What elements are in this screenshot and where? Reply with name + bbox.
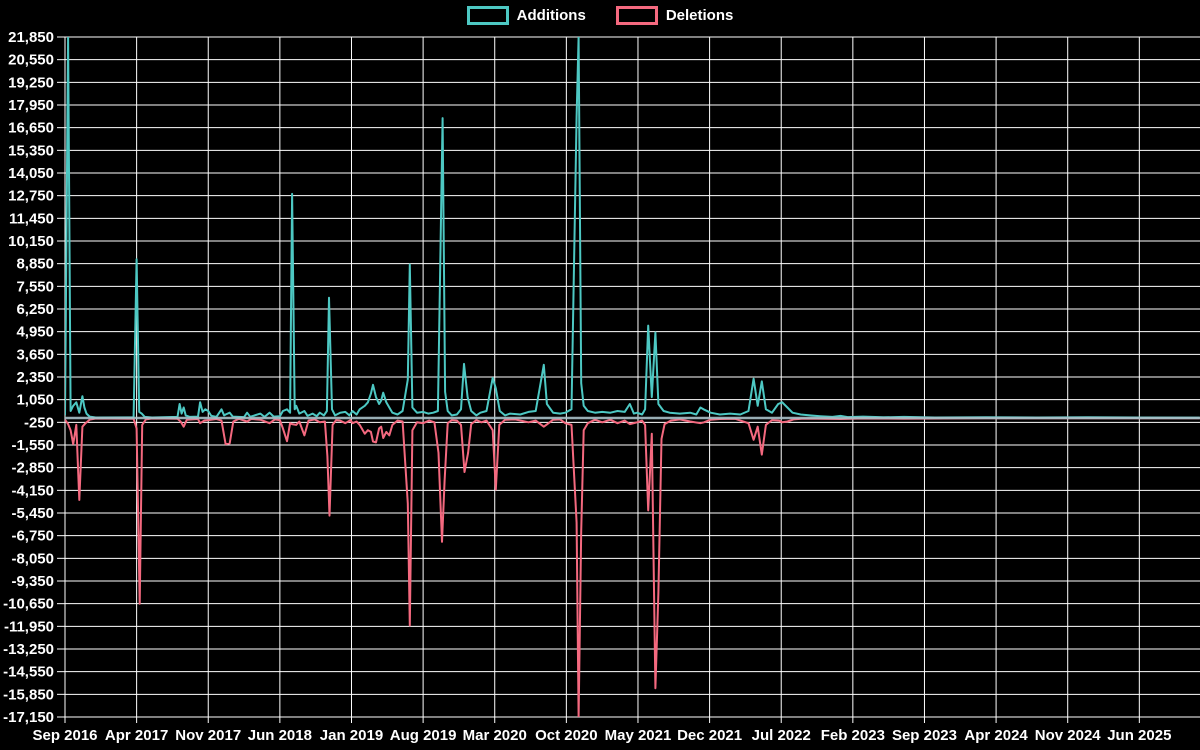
x-axis-tick-label: Sep 2023: [892, 727, 957, 744]
x-axis-tick-label: Nov 2017: [175, 727, 241, 744]
y-axis-tick-label: 16,650: [8, 120, 54, 137]
y-axis-tick-label: -250: [24, 414, 54, 431]
x-axis-tick-label: Apr 2024: [964, 727, 1028, 744]
x-axis-tick-label: May 2021: [605, 727, 672, 744]
y-axis-tick-label: 7,550: [16, 278, 54, 295]
y-axis-tick-label: -13,250: [3, 641, 54, 658]
y-axis-tick-label: 6,250: [16, 301, 54, 318]
y-axis-tick-label: -6,750: [11, 528, 54, 545]
deletions-swatch-icon: [615, 6, 658, 25]
x-axis-tick-label: Aug 2019: [390, 727, 457, 744]
y-axis-tick-label: 2,350: [16, 369, 54, 386]
x-axis-tick-label: Feb 2023: [821, 727, 885, 744]
y-axis-tick-label: -4,150: [11, 482, 54, 499]
y-axis-tick-label: -9,350: [11, 573, 54, 590]
x-axis-tick-label: Nov 2024: [1035, 727, 1102, 744]
x-axis-tick-label: Jun 2018: [248, 727, 312, 744]
series-line-deletions: [65, 417, 1200, 717]
y-axis-tick-label: 12,750: [8, 188, 54, 205]
series-line-additions: [65, 37, 1200, 419]
y-axis-tick-label: -1,550: [11, 437, 54, 454]
y-axis-tick-label: 3,650: [16, 346, 54, 363]
chart-legend: Additions Deletions: [0, 6, 1200, 25]
legend-item-deletions[interactable]: Deletions: [615, 6, 734, 25]
y-axis-tick-label: 21,850: [8, 29, 54, 46]
x-axis-tick-label: Jun 2025: [1107, 727, 1171, 744]
legend-label-deletions: Deletions: [665, 7, 734, 24]
x-axis-tick-label: Dec 2021: [677, 727, 742, 744]
x-axis-tick-label: Mar 2020: [463, 727, 527, 744]
legend-item-additions[interactable]: Additions: [466, 6, 586, 25]
y-axis-tick-label: 8,850: [16, 256, 54, 273]
y-axis-tick-label: 17,950: [8, 97, 54, 114]
x-axis-tick-label: Jan 2019: [320, 727, 383, 744]
y-axis-tick-label: 10,150: [8, 233, 54, 250]
legend-label-additions: Additions: [516, 7, 586, 24]
y-axis-tick-label: 11,450: [9, 210, 54, 227]
y-axis-tick-label: 20,550: [8, 52, 54, 69]
y-axis-tick-label: -11,950: [4, 618, 54, 635]
x-axis-tick-label: Sep 2016: [32, 727, 97, 744]
y-axis-tick-label: -10,650: [3, 596, 54, 613]
y-axis-tick-label: -5,450: [11, 505, 54, 522]
y-axis-tick-label: -14,550: [3, 664, 54, 681]
y-axis-tick-label: 4,950: [16, 324, 54, 341]
y-axis-tick-label: -15,850: [3, 686, 54, 703]
additions-swatch-icon: [466, 6, 509, 25]
y-axis-tick-label: 15,350: [8, 142, 54, 159]
x-axis-tick-label: Apr 2017: [105, 727, 168, 744]
y-axis-tick-label: 19,250: [8, 74, 54, 91]
x-axis-tick-label: Jul 2022: [752, 727, 811, 744]
y-axis-tick-label: -2,850: [11, 460, 54, 477]
y-axis-tick-label: 14,050: [8, 165, 54, 182]
y-axis-tick-label: 1,050: [16, 392, 54, 409]
x-axis-tick-label: Oct 2020: [535, 727, 598, 744]
y-axis-tick-label: -8,050: [11, 550, 54, 567]
y-axis-tick-label: -17,150: [3, 709, 54, 726]
